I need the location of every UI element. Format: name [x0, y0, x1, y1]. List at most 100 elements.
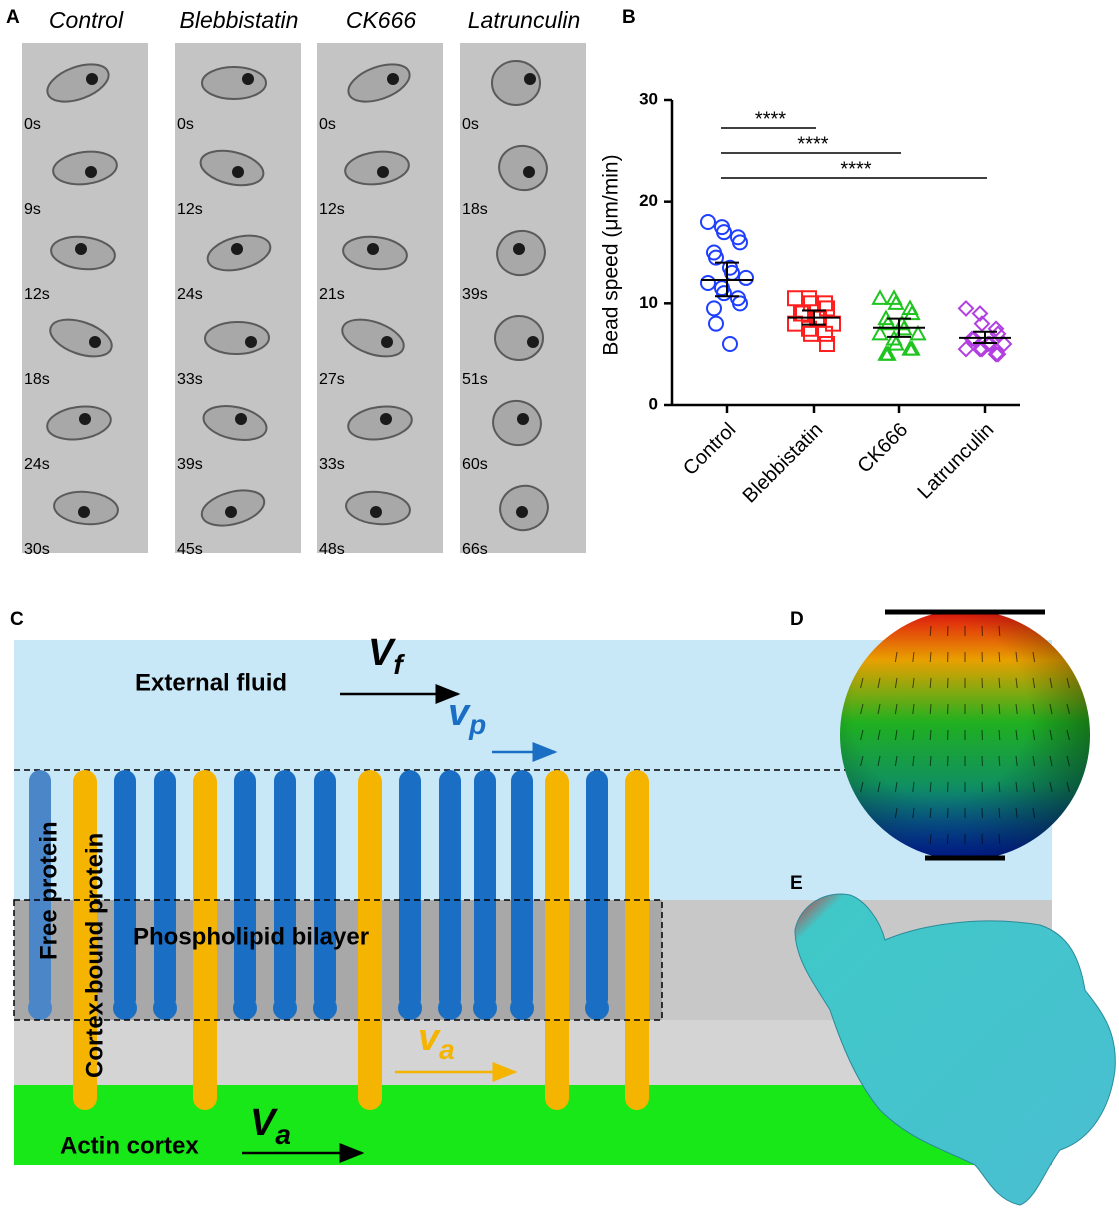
significance-label: **** [755, 108, 786, 130]
time-label: 24s [24, 456, 50, 473]
data-point [959, 301, 973, 315]
panel-label: A [6, 7, 20, 28]
time-label: 27s [319, 371, 345, 388]
protein-head [273, 996, 297, 1020]
symbol: V [368, 632, 396, 674]
diagram-label: External fluid [135, 669, 287, 696]
y-tick-label: 10 [639, 293, 658, 312]
free-protein [586, 770, 608, 1010]
time-label: 33s [319, 456, 345, 473]
bead [79, 413, 91, 425]
protein-head [113, 996, 137, 1020]
protein-head [473, 996, 497, 1020]
time-label: 39s [177, 456, 203, 473]
time-label: 12s [319, 201, 345, 218]
free-protein [274, 770, 296, 1010]
bead [367, 243, 379, 255]
free-protein [114, 770, 136, 1010]
symbol: v [418, 1017, 441, 1059]
bead [231, 243, 243, 255]
protein-head [510, 996, 534, 1020]
bead [370, 506, 382, 518]
time-label: 0s [462, 116, 479, 133]
velocity-symbol: Vf [368, 632, 405, 680]
time-label: 18s [24, 371, 50, 388]
bead [75, 243, 87, 255]
diagram-label: Free protein [35, 821, 62, 960]
time-label: 0s [177, 116, 194, 133]
column-title: CK666 [346, 7, 417, 33]
bead [513, 243, 525, 255]
data-point [701, 276, 715, 290]
free-protein [439, 770, 461, 1010]
time-label: 60s [462, 456, 488, 473]
time-label: 33s [177, 371, 203, 388]
bead [523, 166, 535, 178]
bead [242, 73, 254, 85]
symbol: v [448, 692, 471, 734]
time-label: 0s [24, 116, 41, 133]
free-protein [511, 770, 533, 1010]
protein-head [153, 996, 177, 1020]
bead [78, 506, 90, 518]
time-label: 45s [177, 541, 203, 558]
y-axis-label: Bead speed (μm/min) [600, 154, 623, 355]
data-point [717, 225, 731, 239]
free-protein [474, 770, 496, 1010]
diagram-label: Actin cortex [60, 1132, 199, 1159]
subscript: a [439, 1034, 455, 1065]
data-point [701, 215, 715, 229]
column-title: Latrunculin [468, 7, 581, 33]
time-label: 51s [462, 371, 488, 388]
data-point [723, 337, 737, 351]
bead [235, 413, 247, 425]
bead [524, 73, 536, 85]
data-point [717, 286, 731, 300]
diagram-label: Cortex-bound protein [81, 833, 108, 1078]
cortex-bound-protein [545, 770, 569, 1110]
bead [517, 413, 529, 425]
data-point [733, 235, 747, 249]
data-point [873, 291, 887, 304]
subscript: a [275, 1119, 291, 1150]
data-point [707, 301, 721, 315]
protein-head [438, 996, 462, 1020]
time-label: 24s [177, 286, 203, 303]
free-protein [399, 770, 421, 1010]
column-title: Blebbistatin [180, 7, 299, 33]
protein-head [313, 996, 337, 1020]
bead [86, 73, 98, 85]
free-protein [154, 770, 176, 1010]
data-point [733, 296, 747, 310]
bead [380, 413, 392, 425]
cell [202, 67, 266, 99]
time-label: 39s [462, 286, 488, 303]
panel-label: D [790, 609, 804, 630]
time-label: 0s [319, 116, 336, 133]
time-label: 12s [177, 201, 203, 218]
time-label: 9s [24, 201, 41, 218]
free-protein [234, 770, 256, 1010]
panel-b: B Bead speed (μm/min) 0102030ControlBleb… [600, 7, 1020, 507]
column-title: Control [49, 7, 124, 33]
figure: A Control0s9s12s18s24s30sBlebbistatin0s1… [0, 0, 1119, 1210]
time-label: 12s [24, 286, 50, 303]
panel-label: C [10, 609, 24, 630]
y-tick-label: 0 [649, 394, 658, 413]
significance-label: **** [840, 158, 871, 180]
bead [377, 166, 389, 178]
protein-head [28, 996, 52, 1020]
protein-head [233, 996, 257, 1020]
bead [516, 506, 528, 518]
x-tick-label: Control [679, 419, 740, 480]
diagram-label: Phospholipid bilayer [133, 923, 369, 950]
x-tick-label: Blebbistatin [739, 419, 828, 508]
data-point [739, 271, 753, 285]
data-point [788, 291, 802, 305]
time-label: 48s [319, 541, 345, 558]
cortex-bound-protein [625, 770, 649, 1110]
x-tick-label: Latrunculin [914, 419, 999, 504]
data-point [709, 317, 723, 331]
y-tick-label: 20 [639, 191, 658, 210]
time-label: 21s [319, 286, 345, 303]
